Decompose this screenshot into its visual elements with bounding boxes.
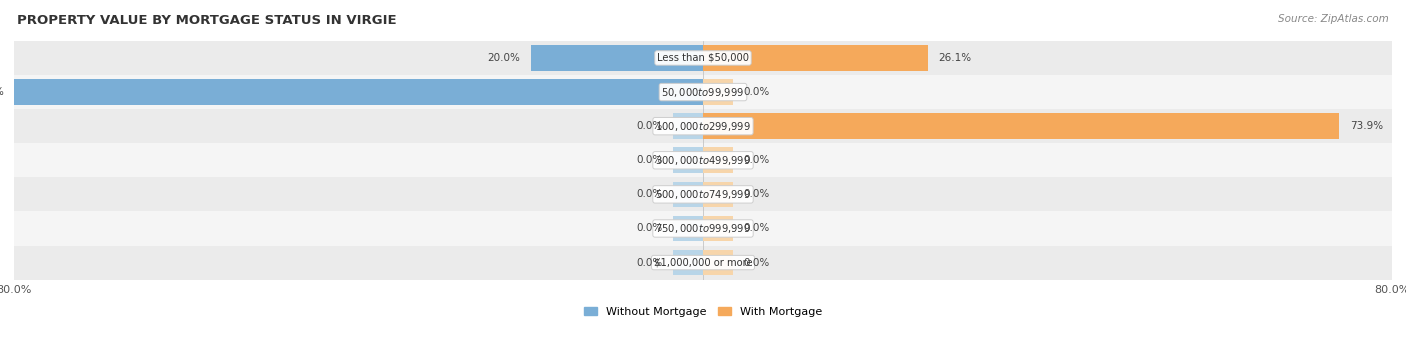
Text: 73.9%: 73.9% [1350,121,1384,131]
Bar [673,147,703,173]
Text: 0.0%: 0.0% [744,257,769,268]
Bar [703,250,733,276]
Text: 0.0%: 0.0% [637,189,662,199]
Bar [703,45,928,71]
Text: 0.0%: 0.0% [744,155,769,165]
Bar [14,41,1392,75]
Bar [703,216,733,241]
Text: 0.0%: 0.0% [637,257,662,268]
Bar [703,181,733,207]
Text: $750,000 to $999,999: $750,000 to $999,999 [655,222,751,235]
Bar [703,147,733,173]
Text: 0.0%: 0.0% [637,155,662,165]
Text: 0.0%: 0.0% [637,121,662,131]
Text: 0.0%: 0.0% [744,87,769,97]
Text: PROPERTY VALUE BY MORTGAGE STATUS IN VIRGIE: PROPERTY VALUE BY MORTGAGE STATUS IN VIR… [17,14,396,27]
Bar [14,143,1392,177]
Text: $100,000 to $299,999: $100,000 to $299,999 [655,120,751,133]
Bar [14,177,1392,211]
Bar [14,211,1392,246]
Bar [14,109,1392,143]
Bar [703,79,733,105]
Text: 26.1%: 26.1% [938,53,972,63]
Bar [531,45,703,71]
Text: Source: ZipAtlas.com: Source: ZipAtlas.com [1278,14,1389,24]
Text: $1,000,000 or more: $1,000,000 or more [654,257,752,268]
Bar [673,250,703,276]
Bar [14,246,1392,280]
Text: 0.0%: 0.0% [637,223,662,234]
Text: $500,000 to $749,999: $500,000 to $749,999 [655,188,751,201]
Bar [14,75,1392,109]
Bar [14,79,703,105]
Text: 0.0%: 0.0% [744,189,769,199]
Text: Less than $50,000: Less than $50,000 [657,53,749,63]
Bar [673,216,703,241]
Text: 0.0%: 0.0% [744,223,769,234]
Text: 80.0%: 80.0% [0,87,4,97]
Bar [673,181,703,207]
Text: $300,000 to $499,999: $300,000 to $499,999 [655,154,751,167]
Text: $50,000 to $99,999: $50,000 to $99,999 [661,86,745,99]
Bar [703,113,1340,139]
Bar [673,113,703,139]
Legend: Without Mortgage, With Mortgage: Without Mortgage, With Mortgage [583,307,823,317]
Text: 20.0%: 20.0% [488,53,520,63]
